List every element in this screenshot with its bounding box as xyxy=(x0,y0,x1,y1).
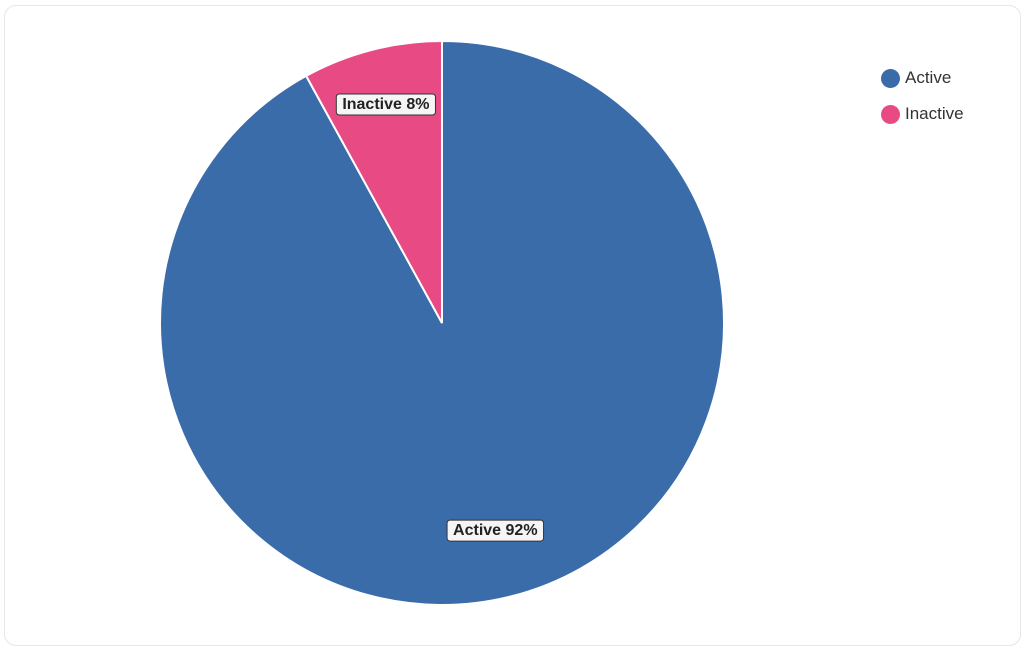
legend-label-inactive: Inactive xyxy=(905,104,964,123)
legend: Active Inactive xyxy=(881,66,964,138)
data-label-inactive: Inactive 8% xyxy=(335,93,436,116)
svg-text:Inactive 8%: Inactive 8% xyxy=(342,96,429,113)
pie-slices xyxy=(159,39,725,606)
legend-swatch-inactive xyxy=(881,104,900,124)
legend-item-active[interactable]: Active xyxy=(881,66,964,90)
legend-item-inactive[interactable]: Inactive xyxy=(881,102,964,126)
data-label-active: Active 92% xyxy=(446,519,545,542)
legend-label-active: Active xyxy=(905,68,952,87)
svg-text:Active 92%: Active 92% xyxy=(453,522,538,539)
pie-data-labels: Active 92% Inactive 8% xyxy=(335,93,545,542)
legend-swatch-active xyxy=(881,68,900,88)
